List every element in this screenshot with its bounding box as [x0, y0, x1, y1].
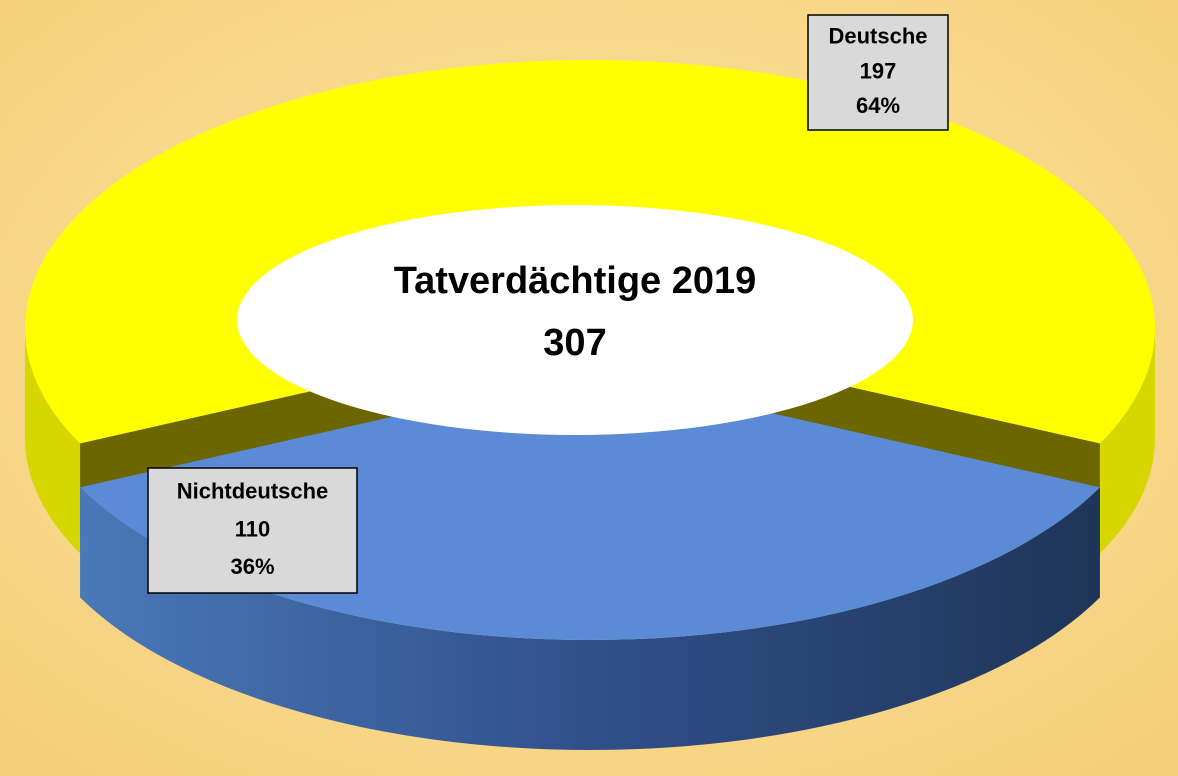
total: 307: [543, 322, 606, 364]
percent-label: 36%: [230, 554, 274, 579]
percent-label: 64%: [856, 93, 900, 118]
category-label: Deutsche: [828, 23, 927, 48]
chart-title: Tatverdächtige 2019: [394, 260, 757, 302]
value-label: 110: [235, 516, 271, 541]
category-label: Nichtdeutsche: [177, 478, 329, 503]
chart: Tatverdächtige 2019 307 Deutsche 197 64% Ni…: [0, 0, 1178, 776]
value-label: 197: [860, 58, 897, 83]
center-label-background: [237, 205, 913, 435]
